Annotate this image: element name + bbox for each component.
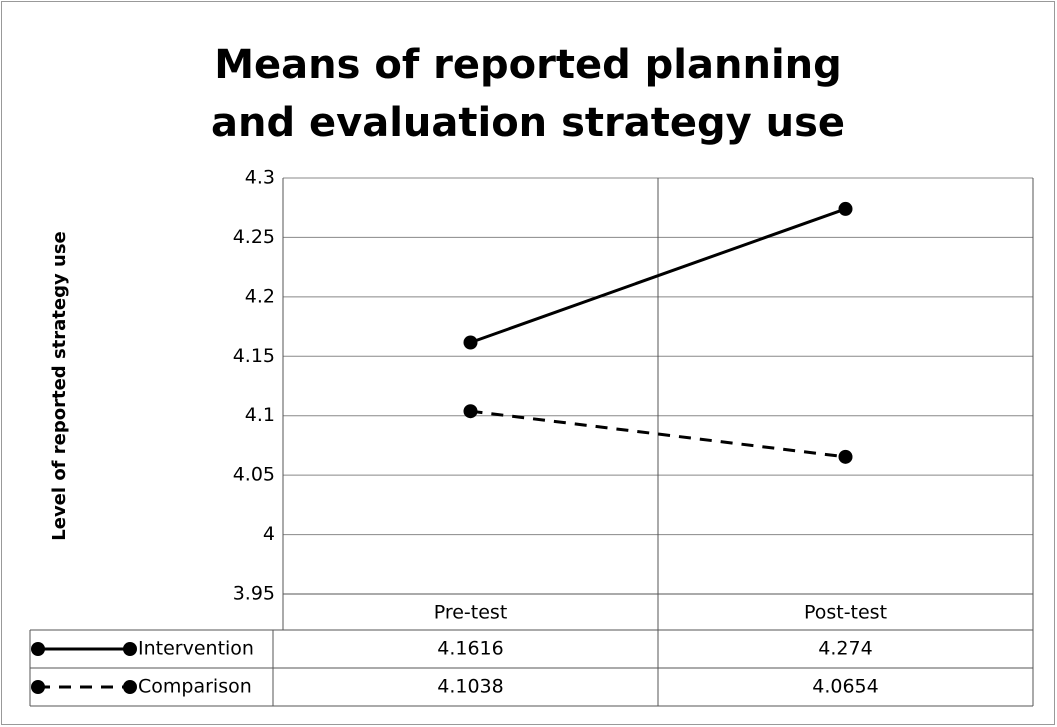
- category-label: Post-test: [804, 602, 887, 624]
- table-value: 4.1616: [437, 638, 503, 660]
- data-point: [838, 201, 853, 216]
- table-value: 4.0654: [812, 676, 878, 698]
- y-tick-label: 4.25: [233, 226, 275, 248]
- legend-marker: [123, 680, 137, 694]
- data-point: [463, 335, 478, 350]
- legend-marker: [31, 680, 45, 694]
- data-point: [838, 449, 853, 464]
- legend-label: Intervention: [138, 638, 254, 660]
- series-line: [469, 207, 847, 344]
- legend-label: Comparison: [138, 676, 252, 698]
- y-tick-label: 4: [263, 523, 275, 545]
- chart-title: Means of reported planning and evaluatio…: [210, 42, 846, 146]
- y-tick-label: 4.3: [245, 167, 275, 189]
- data-point: [463, 404, 478, 419]
- table-value: 4.274: [818, 638, 872, 660]
- legend-marker: [123, 642, 137, 656]
- y-tick-label: 4.2: [245, 285, 275, 307]
- table-value: 4.1038: [437, 676, 503, 698]
- y-tick-label: 3.95: [233, 583, 275, 605]
- y-tick-label: 4.15: [233, 345, 275, 367]
- y-tick-label: 4.05: [233, 464, 275, 486]
- legend-marker: [31, 642, 45, 656]
- category-label: Pre-test: [434, 602, 508, 624]
- y-axis-label: Level of reported strategy use: [49, 231, 70, 540]
- y-tick-label: 4.1: [245, 404, 275, 426]
